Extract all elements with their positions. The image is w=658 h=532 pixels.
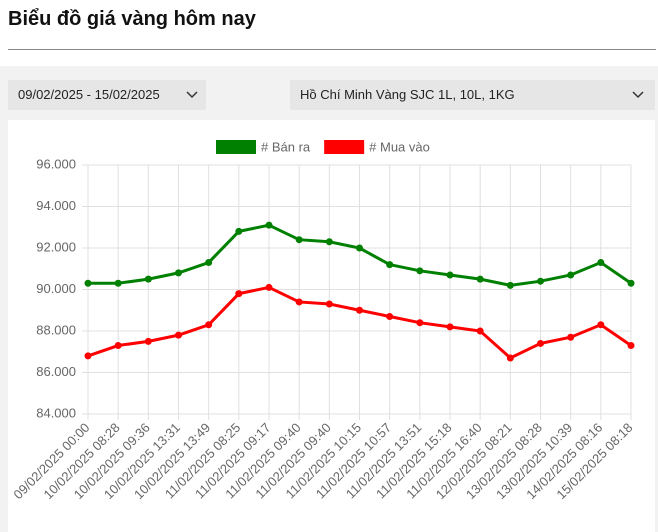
point (295, 236, 303, 244)
point (416, 319, 424, 327)
chevron (186, 91, 198, 99)
point (537, 277, 544, 285)
legend-swatch (216, 140, 256, 154)
y-tick-label: 84.000 (36, 405, 76, 420)
point (627, 342, 635, 350)
point (446, 323, 454, 331)
point (386, 312, 394, 320)
y-tick-label: 92.000 (36, 239, 76, 254)
point (537, 339, 544, 347)
chart: 84.000 86.000 88.000 90.000 92.000 94.000 96.0… (8, 120, 655, 532)
point (144, 275, 152, 283)
point (205, 321, 213, 329)
point (175, 331, 182, 339)
legend-label: # Mua vào (369, 139, 430, 154)
legend-swatch (324, 140, 365, 154)
product-select[interactable]: Hồ Chí Minh Vàng SJC 1L, 10L, 1KG (290, 80, 655, 110)
date-range: 09/02/2025 - 15/02/2025 (18, 87, 160, 102)
point (506, 281, 514, 289)
point (144, 337, 152, 345)
point (476, 327, 484, 335)
point (84, 279, 92, 287)
point (446, 271, 454, 279)
point (265, 283, 273, 291)
point (567, 271, 575, 279)
point (235, 290, 243, 298)
point (114, 342, 122, 350)
point (597, 259, 605, 267)
point (356, 244, 363, 252)
point (114, 279, 122, 287)
chart-background (8, 120, 655, 532)
point (325, 300, 333, 308)
point (567, 333, 575, 341)
y-tick-label: 96.000 (36, 156, 76, 171)
divider (8, 49, 656, 50)
point (506, 354, 514, 362)
point (205, 259, 213, 267)
point (325, 238, 333, 246)
header: Biểu đồ giá vàng hôm nay (0, 0, 658, 66)
point (265, 221, 273, 229)
point (597, 321, 605, 329)
point (84, 352, 92, 360)
point (356, 306, 363, 314)
y-tick-label: 94.000 (36, 198, 76, 213)
date-picker[interactable]: 09/02/2025 - 15/02/2025 (8, 80, 206, 110)
chevron (632, 91, 644, 99)
legend-label: # Bán ra (261, 139, 311, 154)
y-tick-label: 86.000 (36, 364, 76, 379)
point (627, 279, 635, 287)
point (386, 261, 394, 269)
point (175, 269, 182, 277)
point (235, 227, 243, 235)
point (295, 298, 303, 306)
y-tick-label: 88.000 (36, 322, 76, 337)
point (416, 267, 424, 275)
y-tick-label: 90.000 (36, 281, 76, 296)
point (476, 275, 484, 283)
page-title: Biểu đồ giá vàng hôm nay (8, 8, 256, 30)
product: Hồ Chí Minh Vàng SJC 1L, 10L, 1KG (300, 87, 515, 102)
